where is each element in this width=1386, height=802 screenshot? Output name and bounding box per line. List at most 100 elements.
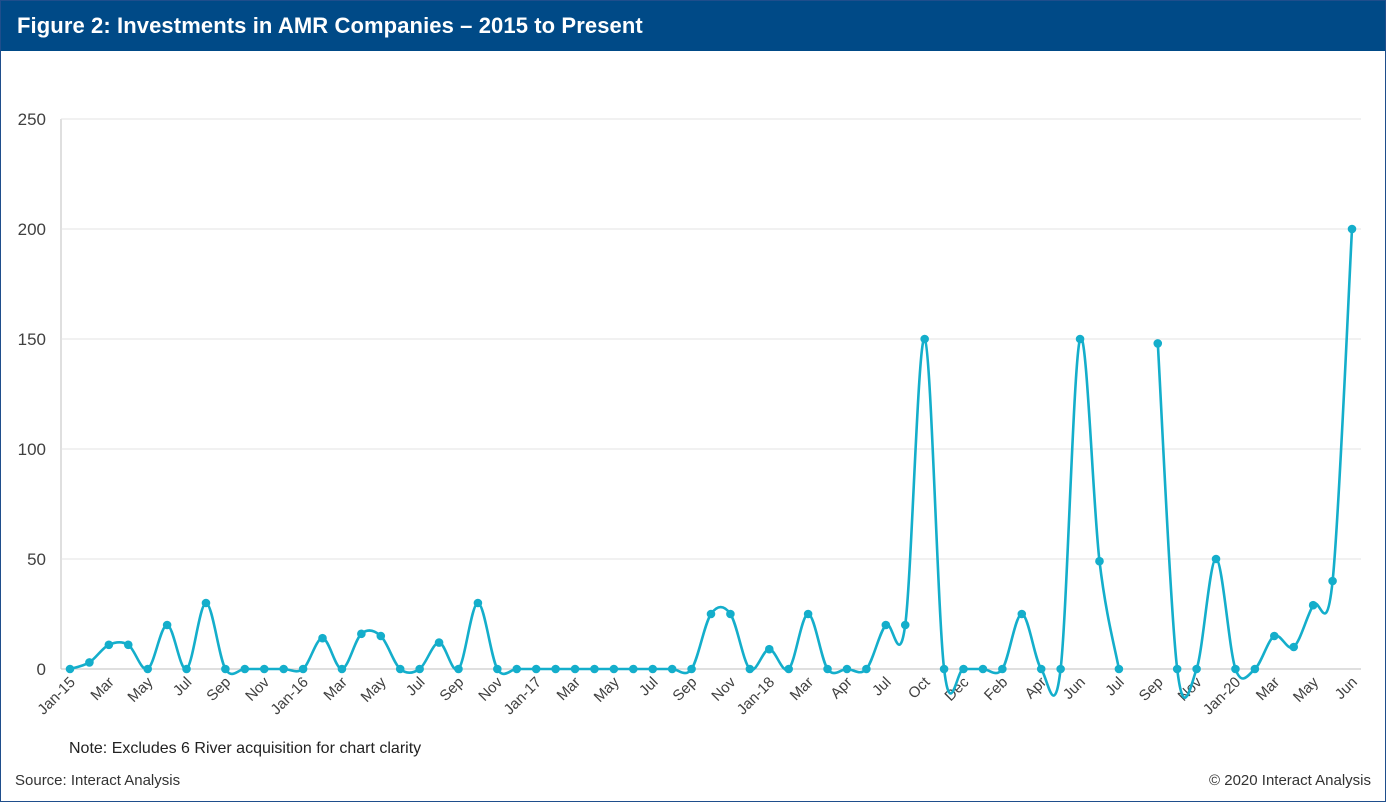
x-tick-label: Jul <box>636 674 662 700</box>
data-point <box>259 664 269 674</box>
x-tick-label: Sep <box>670 674 701 705</box>
x-tick-label: Jun <box>1060 674 1089 703</box>
data-point <box>454 664 463 674</box>
source-credit: Source: Interact Analysis <box>15 772 181 789</box>
data-point <box>1095 556 1104 566</box>
data-point <box>395 664 405 674</box>
data-point <box>493 664 502 674</box>
data-point <box>1270 631 1279 641</box>
data-point <box>240 664 250 674</box>
data-point <box>104 640 114 650</box>
data-point <box>745 664 755 674</box>
copyright-text: © 2020 Interact Analysis <box>1209 772 1371 789</box>
x-tick-label: Mar <box>554 674 584 704</box>
x-tick-label: May <box>124 673 156 705</box>
data-point <box>784 664 793 674</box>
data-point <box>881 620 891 630</box>
data-point <box>376 631 386 641</box>
data-point <box>434 638 444 647</box>
y-tick-label: 150 <box>18 330 46 349</box>
data-point <box>337 664 347 674</box>
x-tick-label: Jan-17 <box>501 674 545 718</box>
data-point <box>1231 664 1240 674</box>
data-point <box>65 664 75 674</box>
data-point <box>1347 224 1357 234</box>
data-point <box>959 664 968 674</box>
data-point <box>978 664 988 674</box>
data-point <box>85 658 94 667</box>
data-point <box>473 598 483 608</box>
chart-note: Note: Excludes 6 River acquisition for c… <box>69 740 422 757</box>
data-point <box>1153 339 1163 348</box>
series-line <box>1156 228 1354 699</box>
data-point <box>1056 664 1065 674</box>
figure-title: Figure 2: Investments in AMR Companies –… <box>17 13 643 38</box>
x-tick-label: May <box>591 673 623 705</box>
data-point <box>648 664 658 674</box>
x-tick-label: Jan-20 <box>1200 674 1244 718</box>
data-point <box>764 644 774 654</box>
data-point <box>667 664 677 674</box>
data-point <box>182 664 191 674</box>
data-point <box>1036 664 1046 674</box>
data-point <box>570 664 580 674</box>
data-point <box>1075 334 1085 344</box>
y-tick-label: 50 <box>27 550 46 569</box>
x-tick-label: Jul <box>170 674 196 700</box>
data-point <box>1250 664 1260 674</box>
data-point <box>590 664 599 674</box>
data-point <box>1172 664 1182 674</box>
series-layer <box>65 224 1357 699</box>
series-line <box>69 336 1121 697</box>
x-tick-label: Oct <box>905 673 934 702</box>
data-point <box>842 664 852 674</box>
data-point <box>551 664 560 674</box>
data-point <box>531 664 541 674</box>
x-tick-label: Mar <box>87 674 117 704</box>
data-point <box>823 664 832 674</box>
y-tick-label: 100 <box>18 440 46 459</box>
data-point <box>726 609 735 619</box>
data-point <box>123 640 133 650</box>
x-tick-label: Jan-18 <box>734 674 778 718</box>
x-tick-label: Sep <box>203 674 234 705</box>
data-point <box>998 664 1007 674</box>
x-tick-label: Apr <box>827 674 856 703</box>
data-point <box>1328 576 1337 586</box>
x-tick-label: Jul <box>1102 674 1128 700</box>
data-point <box>900 620 910 630</box>
data-point <box>1308 600 1318 610</box>
title-bar: Figure 2: Investments in AMR Companies –… <box>1 1 1385 51</box>
data-point <box>279 664 288 674</box>
data-point <box>803 609 813 619</box>
x-tick-label: May <box>1290 673 1322 705</box>
x-tick-label: Mar <box>320 674 350 704</box>
data-point <box>298 664 308 674</box>
data-point <box>1017 609 1027 619</box>
data-point <box>201 598 211 608</box>
x-tick-label: Mar <box>1253 674 1283 704</box>
x-tick-label: Mar <box>787 674 817 704</box>
data-point <box>629 664 638 674</box>
x-tick-label: Nov <box>475 673 506 704</box>
y-axis-ticks: 0 50 100 150 200 250 <box>18 110 46 679</box>
x-tick-label: Feb <box>981 674 1011 704</box>
x-tick-label: May <box>358 673 390 705</box>
x-tick-label: Nov <box>708 673 739 704</box>
data-point <box>687 664 696 674</box>
data-point <box>920 334 929 344</box>
y-tick-label: 0 <box>37 660 46 679</box>
y-tick-label: 200 <box>18 220 46 239</box>
data-point <box>862 664 871 674</box>
x-tick-label: Jul <box>869 674 895 700</box>
y-tick-label: 250 <box>18 110 46 129</box>
data-point <box>1289 642 1299 652</box>
gridlines <box>60 118 1361 670</box>
data-point <box>1211 554 1221 564</box>
data-point <box>221 664 230 674</box>
data-point <box>357 629 366 639</box>
data-point <box>1114 664 1124 674</box>
data-point <box>706 609 716 619</box>
